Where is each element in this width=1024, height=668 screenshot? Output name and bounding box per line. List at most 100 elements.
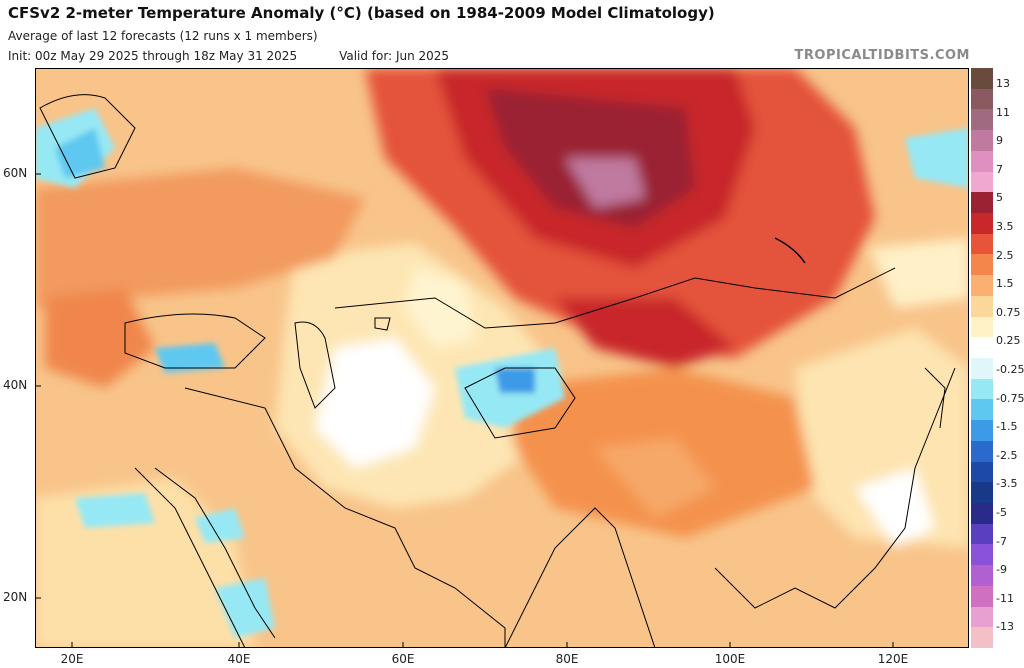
- region-cooler-scandinavia: [55, 128, 105, 178]
- colorbar-segment: [971, 627, 993, 649]
- map-canvas: [35, 68, 969, 648]
- colorbar-label: 0.75: [996, 305, 1021, 319]
- colorbar-segment: [971, 130, 993, 152]
- lon-label-20e: 20E: [60, 652, 84, 666]
- colorbar-segment: [971, 171, 993, 193]
- colorbar-label: 11: [996, 105, 1010, 119]
- colorbar-label: 1.5: [996, 277, 1014, 291]
- region-near-normal-northeast: [869, 238, 969, 308]
- colorbar-label: -0.25: [996, 363, 1024, 376]
- colorbar: [971, 68, 993, 649]
- region-cool-yemen: [215, 578, 275, 638]
- colorbar-label: -9: [996, 563, 1007, 577]
- caspian-sea-outline: [294, 321, 336, 409]
- colorbar-label: 13: [996, 77, 1010, 90]
- init-valid-line: Init: 00z May 29 2025 through 18z May 31…: [8, 49, 449, 63]
- coastlines-borders: [39, 94, 956, 648]
- colorbar-segment: [971, 213, 993, 234]
- red-sea-west-outline: [134, 467, 246, 648]
- colorbar-segment: [971, 295, 993, 317]
- region-warm-europe: [35, 168, 365, 308]
- gulf-coast-outline: [184, 387, 506, 648]
- region-cool-anatolia: [155, 343, 225, 373]
- colorbar-segment: [971, 68, 993, 89]
- cold-anomaly-shading: [35, 108, 969, 638]
- anomaly-map: [35, 68, 969, 648]
- region-normal-kazakh: [405, 268, 475, 348]
- colorbar-segment: [971, 275, 993, 297]
- colorbar-label: 2.5: [996, 248, 1014, 262]
- init-text: Init: 00z May 29 2025 through 18z May 31…: [8, 49, 298, 63]
- colorbar-segment: [971, 254, 993, 276]
- valid-text: Valid for: Jun 2025: [339, 49, 450, 63]
- colorbar-segment: [971, 109, 993, 131]
- chart-subtitle: Average of last 12 forecasts (12 runs x …: [8, 29, 318, 43]
- colorbar-segment: [971, 378, 993, 400]
- lat-label-40n: 40N: [3, 378, 28, 392]
- lon-label-100e: 100E: [714, 652, 746, 666]
- colorbar-label: 0.25: [996, 334, 1021, 348]
- central-asia-border: [334, 267, 896, 329]
- korea-outline: [924, 367, 946, 429]
- colorbar-segment: [971, 461, 993, 483]
- anomaly-shading: [35, 68, 969, 648]
- colorbar-label: -2.5: [996, 448, 1018, 462]
- region-cool-egypt: [75, 493, 155, 528]
- colorbar-label: 7: [996, 162, 1003, 176]
- colorbar-label: -13: [996, 620, 1014, 634]
- colorbar-segment: [971, 337, 993, 359]
- colorbar-segment: [971, 192, 993, 214]
- colorbar-segment: [971, 399, 993, 421]
- colorbar-label: -7: [996, 534, 1007, 548]
- aral-sea-outline: [374, 317, 391, 331]
- colorbar-label: -3.5: [996, 477, 1018, 491]
- colorbar-label: -1.5: [996, 420, 1018, 434]
- colorbar-segment: [971, 482, 993, 504]
- region-hot-mongolia: [555, 298, 735, 368]
- red-sea-east-outline: [154, 467, 276, 639]
- colorbar-segment: [971, 233, 993, 255]
- scandinavia-outline: [39, 94, 136, 179]
- lake-baikal-outline: [774, 237, 806, 264]
- colorbar-segment: [971, 420, 993, 442]
- lat-label-20n: 20N: [3, 590, 28, 604]
- region-max-anomaly: [565, 158, 645, 208]
- lon-label-60e: 60E: [391, 652, 415, 666]
- colorbar-segment: [971, 523, 993, 545]
- colorbar-segment: [971, 565, 993, 587]
- colorbar-segment: [971, 440, 993, 462]
- black-sea-outline: [124, 313, 266, 369]
- colorbar-label: -5: [996, 506, 1007, 519]
- colorbar-label: -11: [996, 591, 1014, 605]
- region-normal-iran: [315, 338, 435, 468]
- brand-watermark: TROPICALTIDBITS.COM: [794, 48, 970, 63]
- region-warm-himalaya: [595, 438, 715, 518]
- region-cold-tianshan: [495, 368, 535, 393]
- region-cool-red-sea: [195, 508, 245, 543]
- colorbar-segment: [971, 150, 993, 172]
- colorbar-label: 3.5: [996, 220, 1014, 233]
- map-frame: [35, 68, 969, 648]
- region-cool-okhotsk: [905, 128, 969, 188]
- colorbar-label: -0.75: [996, 391, 1024, 405]
- lon-label-40e: 40E: [227, 652, 251, 666]
- tarim-basin-border: [464, 367, 576, 439]
- region-normal-china: [855, 468, 935, 548]
- region-warm-balkans: [45, 288, 155, 388]
- colorbar-label: 5: [996, 191, 1003, 205]
- lon-label-80e: 80E: [555, 652, 579, 666]
- india-coast-outline: [504, 507, 656, 648]
- colorbar-segment: [971, 316, 993, 338]
- colorbar-segment: [971, 585, 993, 607]
- southeast-asia-coast: [714, 367, 956, 609]
- colorbar-segment: [971, 606, 993, 628]
- colorbar-segment: [971, 358, 993, 379]
- region-china-east: [795, 328, 969, 548]
- lon-label-120e: 120E: [877, 652, 909, 666]
- colorbar-segment: [971, 503, 993, 524]
- lat-label-60n: 60N: [3, 166, 28, 180]
- colorbar-segment: [971, 544, 993, 566]
- chart-title: CFSv2 2-meter Temperature Anomaly (°C) (…: [8, 4, 715, 22]
- colorbar-segment: [971, 88, 993, 110]
- colorbar-label: 9: [996, 134, 1003, 148]
